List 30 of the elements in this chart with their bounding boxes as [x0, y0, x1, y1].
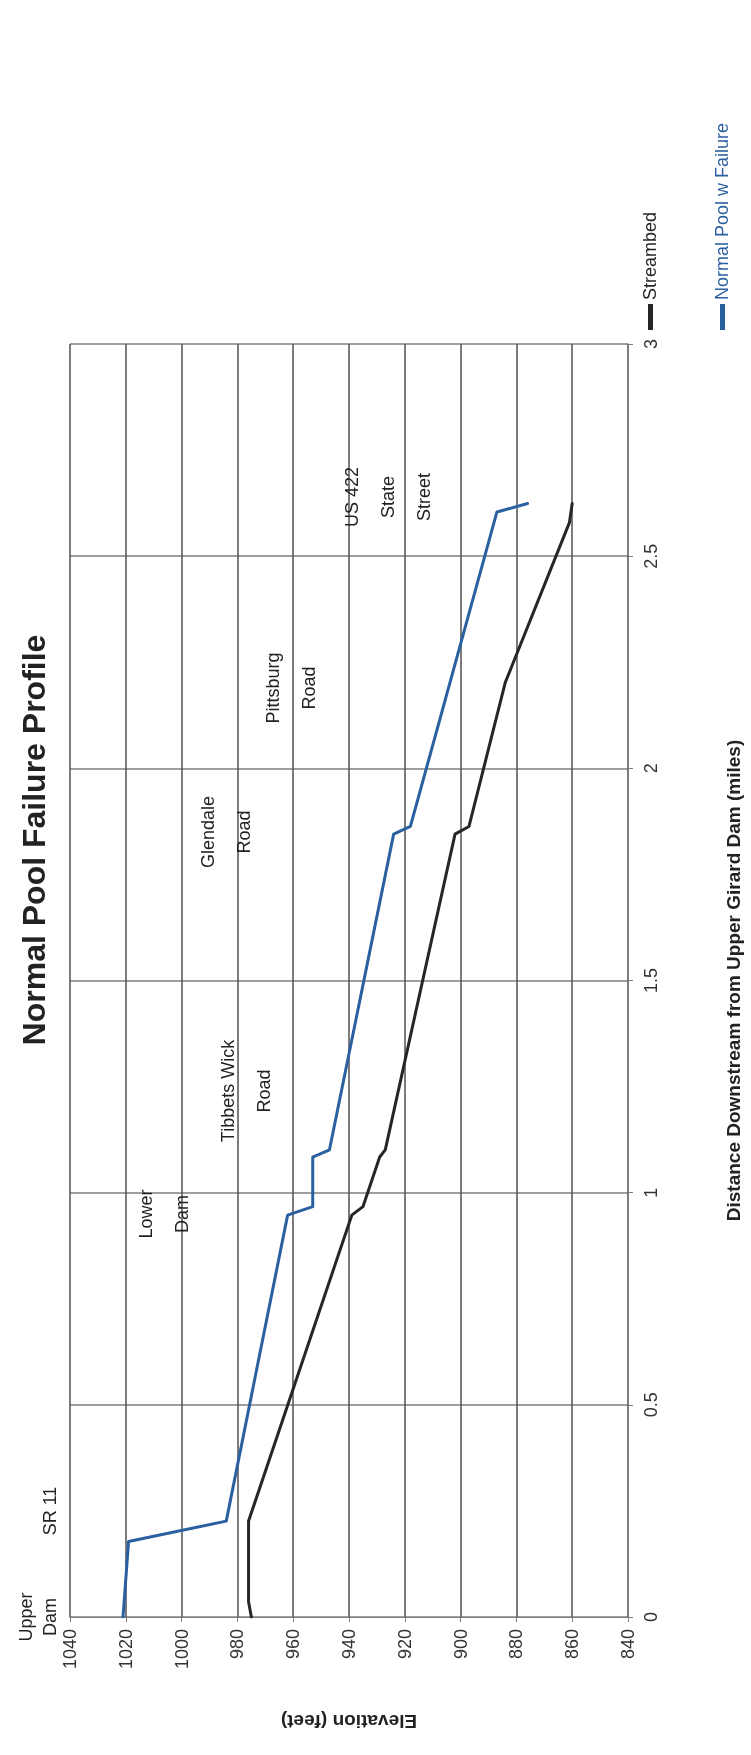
y-tick-label: 0	[641, 1611, 661, 1623]
y-tick-label: 1	[641, 1187, 661, 1198]
x-tick-label: 900	[450, 1629, 471, 1660]
x-axis-title: Elevation (feet)	[280, 1711, 418, 1732]
x-tick-label: 960	[283, 1629, 304, 1660]
text: Streambed	[639, 211, 661, 300]
text: SR 11	[40, 1486, 60, 1536]
y-tick-label: 2.5	[641, 543, 661, 569]
annotation: Glendale Road	[198, 795, 254, 869]
x-tick-label: 840	[618, 1629, 638, 1660]
text: Normal Pool Failure Profile	[16, 634, 52, 1046]
x-tick-label: 860	[562, 1629, 583, 1660]
y-tick-label: 1.5	[641, 967, 661, 994]
x-tick-label: 1000	[171, 1629, 192, 1670]
x-tick-label: 1020	[115, 1629, 136, 1670]
x-tick-label: 880	[506, 1629, 527, 1660]
x-tick-label: 980	[227, 1629, 248, 1660]
annotation: Tibbets Wick Road	[218, 1038, 274, 1143]
x-tick-label: 940	[339, 1629, 359, 1660]
text: Normal Pool w Failure	[711, 122, 733, 300]
y-tick-label: 3	[641, 338, 661, 350]
y-axis-title: Distance Downstream from Upper Girard Dam (miles)	[723, 739, 744, 1222]
y-tick-label: 0.5	[641, 1392, 661, 1418]
x-tick-label: 920	[394, 1629, 415, 1660]
y-tick-label: 2	[641, 763, 661, 774]
annotation: US 422 State Street	[342, 466, 434, 528]
text: Upper Dam	[16, 1592, 60, 1642]
annotation: Lower Dam	[136, 1189, 192, 1239]
annotation: Pittsburg Road	[263, 652, 319, 724]
x-tick-label: 1040	[60, 1629, 80, 1670]
